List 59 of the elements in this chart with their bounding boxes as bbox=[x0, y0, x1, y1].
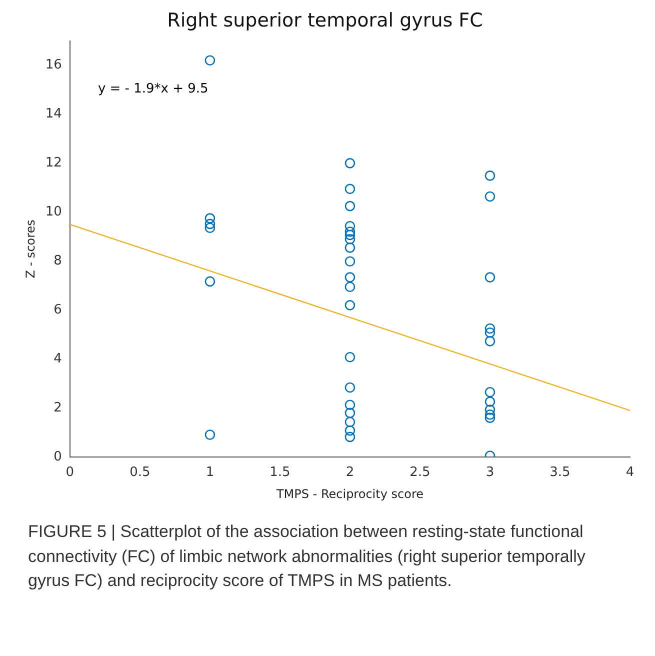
x-tick-label: 2.5 bbox=[410, 465, 430, 480]
point bbox=[344, 416, 356, 428]
y-tick-label: 6 bbox=[54, 302, 62, 318]
point bbox=[344, 184, 356, 194]
y-tick-label: 2 bbox=[54, 400, 62, 416]
point bbox=[484, 409, 496, 420]
point bbox=[204, 213, 216, 224]
point bbox=[344, 432, 356, 442]
y-tick-label: 10 bbox=[45, 204, 62, 220]
point bbox=[484, 191, 496, 202]
x-tick-label: 3.5 bbox=[550, 465, 570, 480]
point bbox=[484, 412, 496, 423]
point bbox=[484, 272, 496, 282]
point bbox=[344, 220, 356, 232]
x-tick-label: 1.5 bbox=[270, 465, 290, 480]
point bbox=[344, 226, 356, 237]
x-tick-label: 2 bbox=[346, 465, 354, 480]
point bbox=[344, 272, 356, 282]
point bbox=[484, 396, 496, 407]
point bbox=[484, 170, 496, 181]
point bbox=[344, 382, 356, 393]
point bbox=[204, 222, 216, 233]
caption: FIGURE 5 | Scatterplot of the association between resting-state functional connectivity (FC) of limbic network abnormalities (right superior temporally gyrus FC) and reciprocity score of TMPS in MS patients. bbox=[28, 521, 586, 592]
point bbox=[344, 158, 356, 168]
x-tick-label: 0 bbox=[66, 465, 74, 480]
x-tick-label: 4 bbox=[626, 465, 634, 480]
y-tick-label: 12 bbox=[45, 156, 62, 171]
point bbox=[344, 230, 356, 240]
point bbox=[344, 242, 356, 253]
point bbox=[484, 323, 496, 334]
point bbox=[344, 200, 356, 212]
point bbox=[344, 256, 356, 267]
x-tick-label: 1 bbox=[206, 465, 214, 480]
x-axis-title: TMPS - Reciprocity score bbox=[275, 486, 424, 501]
point bbox=[484, 327, 496, 338]
y-tick-label: 14 bbox=[45, 106, 62, 122]
point bbox=[204, 430, 216, 440]
point bbox=[204, 218, 216, 230]
point bbox=[204, 55, 216, 66]
point bbox=[204, 276, 216, 287]
annotation: y = - 1.9*x + 9.5 bbox=[98, 82, 208, 97]
point bbox=[344, 234, 356, 244]
point bbox=[344, 282, 356, 292]
y-tick-label: 4 bbox=[54, 351, 62, 366]
point bbox=[484, 336, 496, 346]
chart-title: Right superior temporal gyrus FC bbox=[167, 9, 483, 32]
point bbox=[344, 400, 356, 410]
point bbox=[344, 300, 356, 310]
y-tick-label: 0 bbox=[54, 449, 62, 464]
x-tick-label: 0.5 bbox=[130, 465, 150, 480]
x-tick-label: 3 bbox=[486, 465, 494, 480]
point bbox=[344, 408, 356, 418]
point bbox=[344, 425, 356, 436]
point bbox=[484, 386, 496, 398]
point bbox=[484, 404, 496, 415]
y-tick-label: 8 bbox=[54, 254, 62, 269]
y-axis-title: Z - scores bbox=[23, 220, 38, 278]
y-tick-label: 16 bbox=[45, 58, 62, 73]
point bbox=[344, 352, 356, 362]
